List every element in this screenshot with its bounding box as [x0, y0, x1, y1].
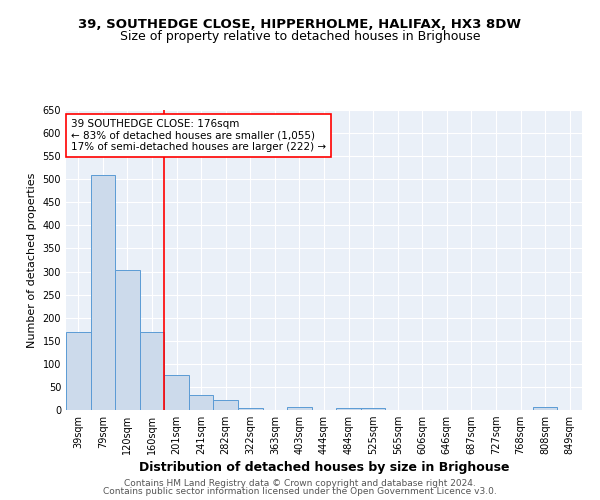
- Bar: [214, 400, 238, 410]
- Bar: [189, 395, 214, 410]
- Bar: [533, 407, 557, 410]
- Bar: [66, 332, 91, 410]
- Bar: [140, 332, 164, 410]
- Bar: [91, 174, 115, 410]
- Bar: [287, 407, 312, 410]
- Text: 39 SOUTHEDGE CLOSE: 176sqm
← 83% of detached houses are smaller (1,055)
17% of s: 39 SOUTHEDGE CLOSE: 176sqm ← 83% of deta…: [71, 119, 326, 152]
- Bar: [361, 408, 385, 410]
- Bar: [164, 376, 189, 410]
- Bar: [115, 270, 140, 410]
- Bar: [336, 408, 361, 410]
- Y-axis label: Number of detached properties: Number of detached properties: [27, 172, 37, 348]
- Text: 39, SOUTHEDGE CLOSE, HIPPERHOLME, HALIFAX, HX3 8DW: 39, SOUTHEDGE CLOSE, HIPPERHOLME, HALIFA…: [79, 18, 521, 30]
- Text: Contains HM Land Registry data © Crown copyright and database right 2024.: Contains HM Land Registry data © Crown c…: [124, 478, 476, 488]
- X-axis label: Distribution of detached houses by size in Brighouse: Distribution of detached houses by size …: [139, 462, 509, 474]
- Text: Contains public sector information licensed under the Open Government Licence v3: Contains public sector information licen…: [103, 487, 497, 496]
- Text: Size of property relative to detached houses in Brighouse: Size of property relative to detached ho…: [120, 30, 480, 43]
- Bar: [238, 408, 263, 410]
